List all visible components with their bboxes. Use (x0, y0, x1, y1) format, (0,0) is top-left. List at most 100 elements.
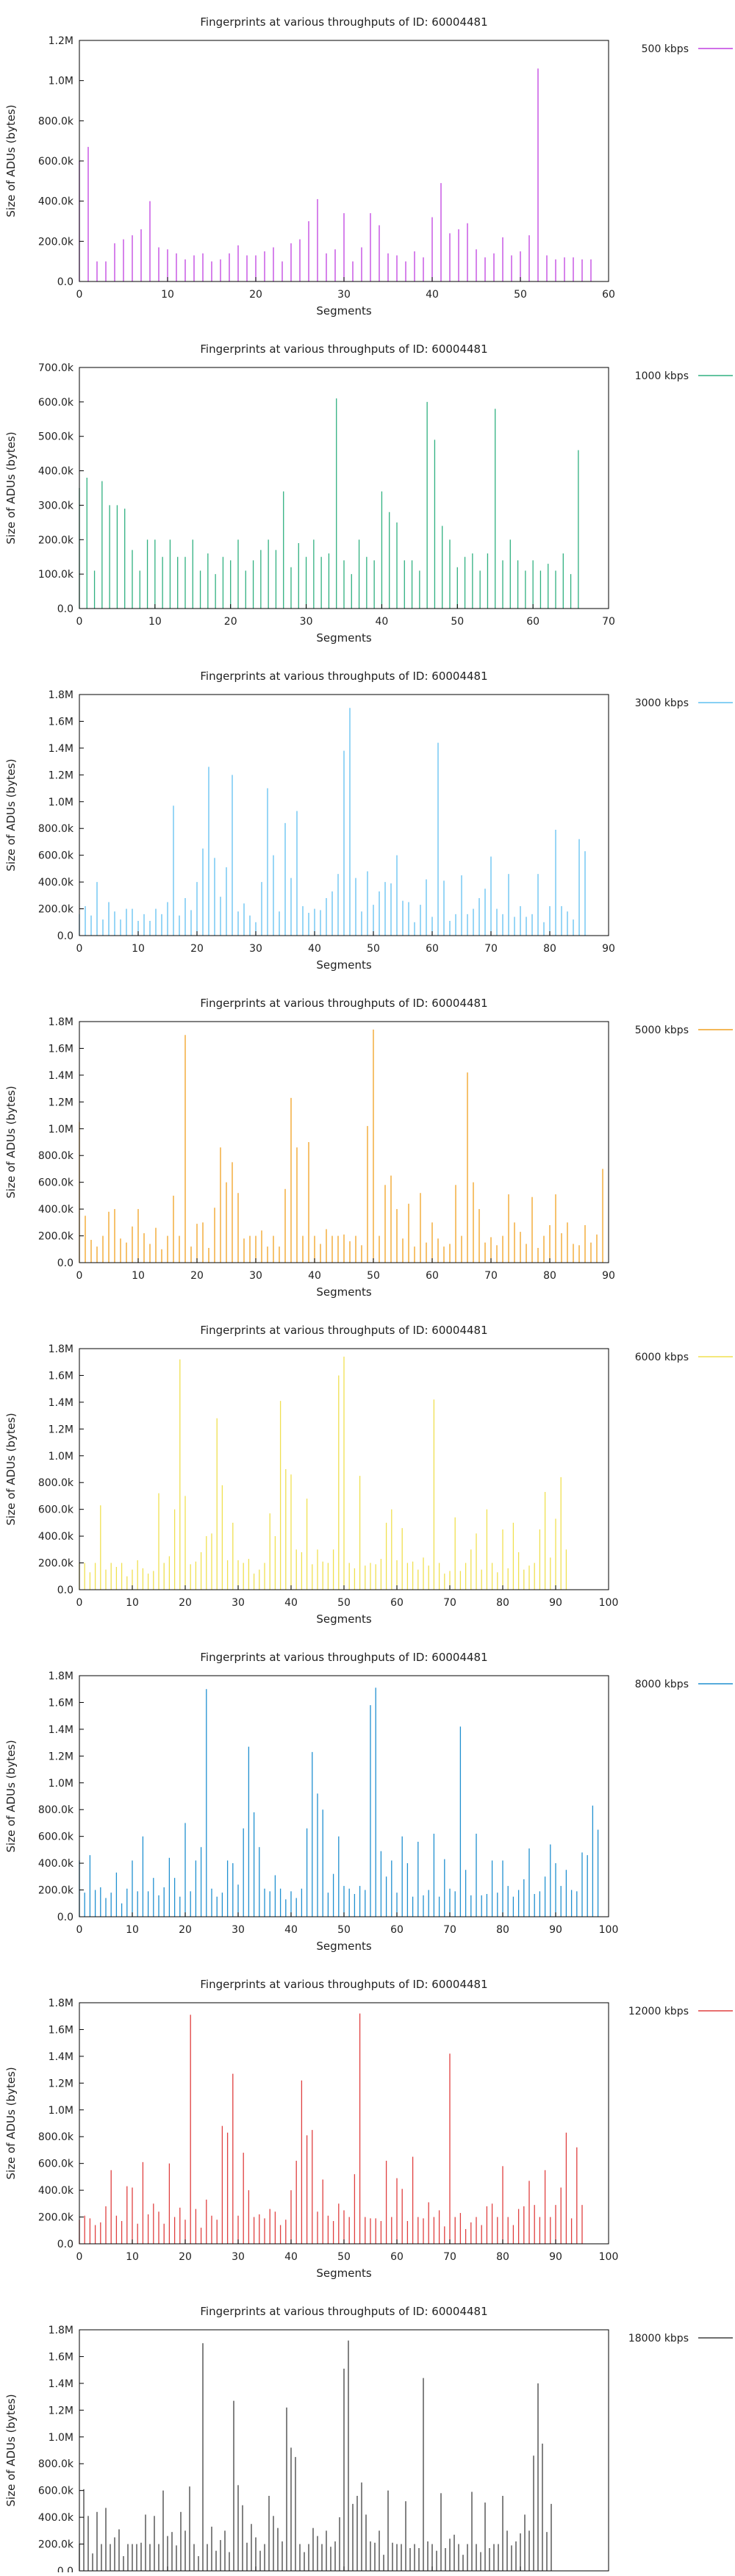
legend-label: 1000 kbps (635, 370, 689, 382)
x-tick-label: 100 (599, 1597, 619, 1609)
y-tick-label: 400.0k (38, 1204, 74, 1216)
chart-panel: Fingerprints at various throughputs of I… (4, 1978, 733, 2280)
y-tick-label: 700.0k (38, 362, 74, 374)
legend-label: 500 kbps (642, 43, 689, 55)
bar-series (79, 1356, 567, 1590)
x-tick-label: 10 (161, 289, 174, 301)
chart-panel: Fingerprints at various throughputs of I… (4, 670, 733, 972)
y-tick-label: 1.6M (49, 1043, 74, 1055)
x-tick-label: 70 (602, 616, 615, 628)
y-tick-label: 1.2M (49, 769, 74, 781)
chart-title: Fingerprints at various throughputs of I… (200, 1978, 487, 1991)
x-tick-label: 40 (426, 289, 439, 301)
bar-series (79, 2340, 552, 2571)
x-tick-label: 0 (76, 616, 83, 628)
x-tick-label: 70 (484, 943, 498, 955)
plot-frame (79, 367, 609, 609)
x-tick-label: 60 (390, 1597, 404, 1609)
x-tick-label: 70 (443, 2251, 456, 2263)
y-tick-label: 1.2M (49, 1424, 74, 1435)
y-tick-label: 800.0k (38, 1477, 74, 1489)
chart-title: Fingerprints at various throughputs of I… (200, 15, 487, 29)
chart-panel: Fingerprints at various throughputs of I… (4, 1324, 733, 1626)
y-tick-label: 800.0k (38, 823, 74, 835)
y-tick-label: 500.0k (38, 431, 74, 443)
y-tick-label: 1.4M (49, 2051, 74, 2063)
y-axis-label: Size of ADUs (bytes) (4, 1413, 18, 1525)
y-tick-label: 1.6M (49, 2351, 74, 2363)
y-tick-label: 1.6M (49, 1370, 74, 1382)
y-tick-label: 1.2M (49, 1097, 74, 1108)
y-tick-label: 200.0k (38, 2212, 74, 2224)
y-tick-label: 1.4M (49, 1070, 74, 1082)
y-axis-label: Size of ADUs (bytes) (4, 104, 18, 217)
y-tick-label: 1.0M (49, 797, 74, 808)
x-tick-label: 80 (543, 1270, 556, 1282)
x-tick-label: 80 (496, 1924, 509, 1936)
x-tick-label: 70 (484, 1270, 498, 1282)
x-tick-label: 60 (390, 2251, 404, 2263)
x-axis-label: Segments (316, 1612, 372, 1626)
plot-frame (79, 694, 609, 936)
chart-title: Fingerprints at various throughputs of I… (200, 670, 487, 683)
y-tick-label: 200.0k (38, 2539, 74, 2551)
y-tick-label: 200.0k (38, 1558, 74, 1570)
x-tick-label: 100 (599, 2251, 619, 2263)
y-tick-label: 1.4M (49, 1397, 74, 1409)
y-tick-label: 200.0k (38, 904, 74, 916)
x-tick-label: 10 (126, 1597, 139, 1609)
x-tick-label: 10 (148, 616, 162, 628)
x-tick-label: 50 (514, 289, 527, 301)
y-tick-label: 600.0k (38, 1504, 74, 1516)
x-tick-label: 30 (249, 943, 262, 955)
y-tick-label: 1.6M (49, 716, 74, 728)
y-tick-label: 1.4M (49, 743, 74, 755)
x-tick-label: 20 (190, 943, 204, 955)
y-tick-label: 1.0M (49, 2105, 74, 2117)
x-tick-label: 50 (367, 943, 380, 955)
x-tick-label: 60 (526, 616, 539, 628)
chart-title: Fingerprints at various throughputs of I… (200, 2305, 487, 2318)
x-tick-label: 90 (602, 943, 615, 955)
y-tick-label: 1.8M (49, 1671, 74, 1682)
x-tick-label: 80 (543, 943, 556, 955)
y-tick-label: 800.0k (38, 1150, 74, 1162)
chart-title: Fingerprints at various throughputs of I… (200, 1324, 487, 1337)
y-tick-label: 200.0k (38, 534, 74, 546)
y-tick-label: 0.0 (57, 2239, 74, 2250)
x-tick-label: 30 (300, 616, 313, 628)
x-tick-label: 60 (426, 943, 439, 955)
x-tick-label: 80 (496, 1597, 509, 1609)
x-tick-label: 10 (126, 2251, 139, 2263)
x-tick-label: 50 (337, 1924, 351, 1936)
y-tick-label: 1.0M (49, 1124, 74, 1135)
y-tick-label: 600.0k (38, 2159, 74, 2170)
chart-title: Fingerprints at various throughputs of I… (200, 997, 487, 1010)
x-tick-label: 0 (76, 289, 83, 301)
y-tick-label: 400.0k (38, 196, 74, 208)
x-tick-label: 20 (179, 1924, 192, 1936)
chart-panel: Fingerprints at various throughputs of I… (4, 15, 733, 317)
x-tick-label: 10 (132, 943, 145, 955)
x-tick-label: 90 (602, 1270, 615, 1282)
y-tick-label: 0.0 (57, 1912, 74, 1923)
y-tick-label: 0.0 (57, 930, 74, 942)
chart-title: Fingerprints at various throughputs of I… (200, 1651, 487, 1664)
y-tick-label: 600.0k (38, 850, 74, 862)
legend-label: 3000 kbps (635, 697, 689, 709)
bar-series (79, 1687, 599, 1917)
x-tick-label: 0 (76, 1924, 83, 1936)
x-tick-label: 20 (179, 1597, 192, 1609)
y-tick-label: 400.0k (38, 1858, 74, 1870)
x-tick-label: 0 (76, 2251, 83, 2263)
x-axis-label: Segments (316, 958, 372, 972)
x-tick-label: 20 (224, 616, 237, 628)
y-tick-label: 400.0k (38, 2512, 74, 2524)
x-tick-label: 30 (232, 1924, 245, 1936)
x-tick-label: 20 (179, 2251, 192, 2263)
legend-label: 8000 kbps (635, 1679, 689, 1690)
y-axis-label: Size of ADUs (bytes) (4, 758, 18, 871)
y-tick-label: 1.8M (49, 1998, 74, 2009)
bar-series (79, 1029, 603, 1263)
